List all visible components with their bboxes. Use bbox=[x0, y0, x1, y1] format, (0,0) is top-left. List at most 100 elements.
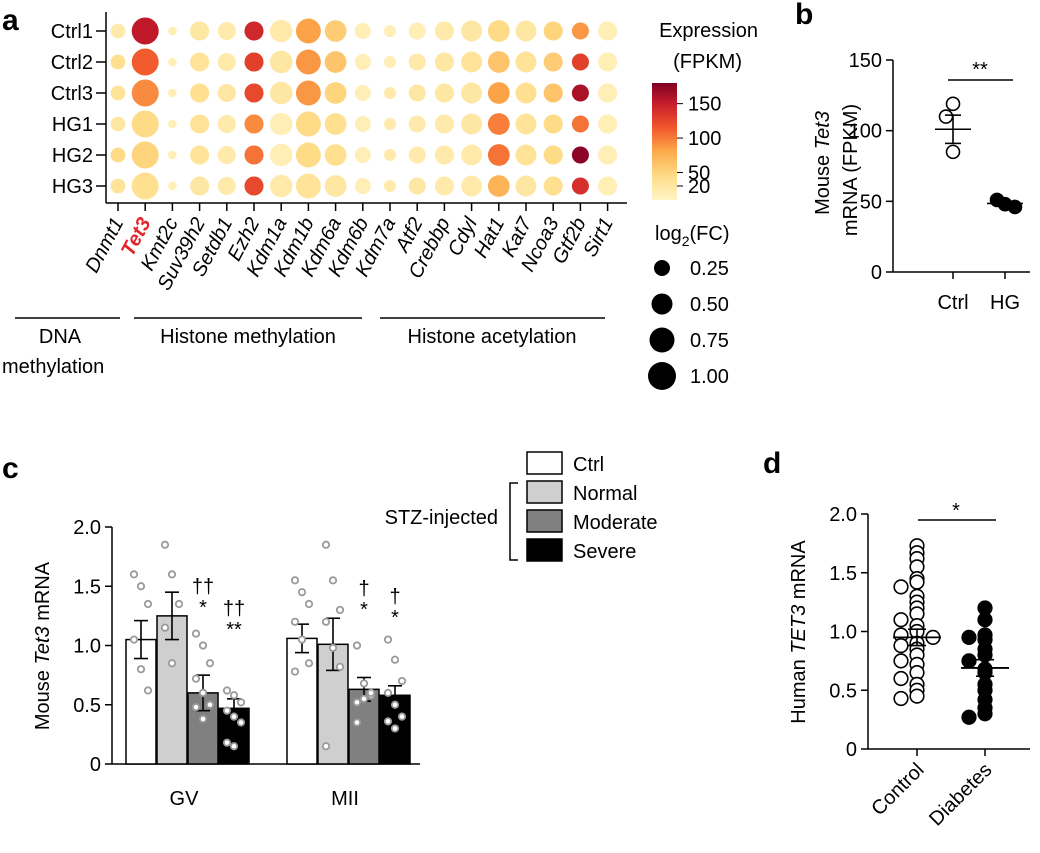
heatmap-dot bbox=[110, 23, 126, 39]
heatmap-dot bbox=[487, 175, 510, 197]
heatmap-dot bbox=[461, 20, 483, 42]
group-label-histone-acetylation: Histone acetylation bbox=[408, 326, 577, 348]
c-data-point bbox=[167, 659, 177, 668]
panel-label-a: a bbox=[2, 4, 19, 37]
c-significance-dagger: †† bbox=[192, 576, 214, 598]
heatmap-dot bbox=[487, 20, 510, 42]
colorbar-title-line1: Expression bbox=[659, 20, 758, 42]
c-data-point bbox=[383, 717, 393, 726]
heatmap-dot bbox=[598, 21, 618, 41]
size-legend-dot bbox=[649, 327, 675, 353]
size-legend-title: log2(FC) bbox=[655, 223, 729, 249]
d-xtick-label: Control bbox=[867, 759, 928, 820]
heatmap-dot bbox=[461, 51, 483, 73]
d-data-point bbox=[909, 574, 925, 590]
c-data-point bbox=[397, 676, 407, 686]
heatmap-dot bbox=[269, 143, 293, 167]
heatmap-dot bbox=[515, 113, 537, 135]
b-data-point bbox=[945, 96, 961, 112]
colorbar-title-line2: (FPKM) bbox=[673, 51, 742, 73]
c-data-point bbox=[198, 688, 208, 698]
b-xtick-label: Ctrl bbox=[937, 292, 968, 314]
c-data-point bbox=[359, 679, 369, 688]
heatmap-dot bbox=[434, 21, 454, 41]
heatmap-dot bbox=[383, 148, 397, 162]
heatmap-dot bbox=[354, 178, 371, 194]
heatmap-dot bbox=[190, 145, 210, 165]
c-data-point bbox=[174, 599, 184, 609]
d-data-point bbox=[893, 637, 909, 654]
d-data-point bbox=[909, 688, 925, 704]
colorbar-tick-label: 20 bbox=[688, 176, 710, 198]
c-data-point bbox=[321, 540, 331, 549]
c-data-point bbox=[229, 691, 239, 700]
heatmap-dot bbox=[217, 21, 236, 41]
heatmap-dot bbox=[217, 83, 236, 103]
c-data-point bbox=[290, 667, 300, 676]
heatmap-dot bbox=[543, 21, 563, 41]
c-data-point bbox=[366, 688, 376, 698]
size-legend-label: 0.25 bbox=[690, 258, 729, 280]
c-significance-star: ** bbox=[226, 619, 242, 641]
heatmap-dots bbox=[110, 17, 618, 200]
heatmap-dot bbox=[190, 114, 210, 134]
b-ytick-label: 50 bbox=[860, 191, 882, 213]
c-legend: Ctrl Normal Moderate Severe bbox=[526, 451, 658, 563]
heatmap-dot bbox=[131, 48, 159, 76]
heatmap-dot bbox=[131, 141, 159, 169]
heatmap-dot bbox=[295, 49, 321, 75]
c-legend-label: Ctrl bbox=[573, 454, 604, 476]
heatmap-dot bbox=[598, 176, 618, 196]
size-legend-dot bbox=[648, 362, 676, 390]
heatmap-dot bbox=[131, 110, 159, 138]
heatmap-dot bbox=[244, 114, 264, 134]
heatmap-dot bbox=[269, 112, 293, 136]
heatmap-dot bbox=[190, 21, 210, 41]
c-data-point bbox=[290, 617, 300, 626]
c-significance-dagger: †† bbox=[223, 598, 245, 620]
heatmap-dot bbox=[354, 147, 371, 163]
c-data-point bbox=[167, 570, 177, 579]
heatmap-dot bbox=[461, 144, 483, 166]
c-ytick-label: 0.5 bbox=[73, 695, 101, 717]
c-data-point bbox=[321, 742, 331, 751]
heatmap-dot bbox=[571, 115, 589, 133]
heatmap-dot bbox=[168, 57, 177, 67]
heatmap-column-labels: Dnmt1Tet3Kmt2cSuv39h2Setdb1Ezh2Kdm1aKdm1… bbox=[81, 203, 618, 294]
heatmap-dot bbox=[131, 79, 159, 107]
d-xtick-label: Diabetes bbox=[925, 759, 996, 830]
heatmap-dot bbox=[217, 114, 236, 134]
c-data-point bbox=[383, 688, 393, 698]
size-legend-dot bbox=[651, 293, 673, 315]
c-data-point bbox=[222, 706, 232, 715]
heatmap-dot bbox=[434, 52, 454, 72]
c-ytick-label: 0 bbox=[90, 754, 101, 776]
heatmap-dot bbox=[244, 176, 264, 196]
b-significance: ** bbox=[972, 59, 988, 81]
c-data-point bbox=[222, 738, 232, 747]
size-legend-dot bbox=[654, 260, 670, 276]
heatmap-dot bbox=[383, 86, 397, 100]
size-legend-label: 0.50 bbox=[690, 294, 729, 316]
heatmap-dot bbox=[461, 113, 483, 135]
d-data-point bbox=[893, 653, 909, 669]
heatmap-dot bbox=[168, 119, 177, 129]
c-data-point bbox=[290, 576, 300, 585]
d-data-point bbox=[893, 612, 909, 628]
d-data-point bbox=[977, 612, 993, 628]
heatmap-dot bbox=[598, 52, 618, 72]
heatmap-dot bbox=[543, 114, 563, 134]
c-data-point bbox=[198, 641, 208, 650]
heatmap-dot bbox=[408, 146, 426, 164]
d-data-point bbox=[961, 653, 977, 669]
heatmap-dot bbox=[295, 111, 321, 137]
d-ytick-label: 1.0 bbox=[829, 622, 857, 644]
c-data-point bbox=[229, 742, 239, 751]
heatmap-dot bbox=[434, 114, 454, 134]
heatmap-dot bbox=[295, 80, 321, 106]
c-legend-swatch bbox=[526, 509, 563, 533]
heatmap-dot bbox=[571, 177, 589, 195]
c-data-point bbox=[352, 718, 362, 727]
